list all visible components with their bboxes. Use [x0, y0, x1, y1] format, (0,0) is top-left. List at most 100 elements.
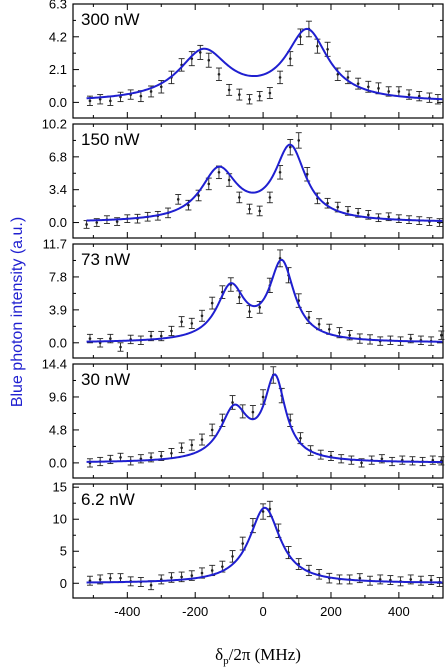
data-point [417, 335, 424, 345]
data-marker [176, 198, 180, 201]
data-point [246, 203, 253, 215]
data-marker [231, 555, 234, 558]
data-marker [190, 443, 194, 447]
data-marker [278, 76, 282, 79]
data-marker [170, 451, 173, 455]
data-marker [207, 58, 211, 62]
y-tick-label: 4.8 [49, 422, 67, 437]
panel-label: 6.2 nW [81, 490, 135, 509]
data-point [198, 433, 205, 446]
data-marker [88, 99, 92, 103]
data-point [260, 389, 267, 405]
data-marker [200, 314, 204, 318]
data-marker [316, 44, 319, 48]
data-point [346, 330, 353, 341]
y-tick-label: 6.3 [49, 0, 67, 12]
y-tick-label: 2.1 [49, 62, 67, 77]
data-point [246, 305, 253, 318]
data-point [416, 91, 423, 102]
data-marker [187, 203, 190, 207]
data-marker [268, 507, 272, 511]
data-marker [180, 446, 183, 450]
y-tick-label: 0 [60, 576, 67, 591]
data-point [277, 165, 284, 180]
y-tick-label: 10.2 [42, 117, 67, 132]
data-point [127, 334, 134, 345]
data-point [205, 52, 212, 68]
data-point [236, 191, 243, 204]
data-marker [407, 93, 411, 96]
data-marker [95, 221, 99, 224]
panel-frame [72, 363, 444, 479]
data-marker [217, 171, 221, 174]
y-tick-label: 3.9 [49, 302, 67, 317]
x-axis-label-main: δ [215, 645, 223, 664]
data-point [387, 575, 394, 586]
data-marker [360, 461, 363, 465]
x-tick-label: 400 [388, 604, 410, 619]
data-marker [297, 139, 301, 142]
data-marker [268, 91, 272, 95]
data-marker [377, 87, 380, 90]
y-tick-label: 6.8 [49, 149, 67, 164]
panel-5: 0 5 10 15 6.2 nW -400 -200 0 200 400 [53, 480, 444, 619]
data-marker [227, 88, 231, 92]
data-marker [431, 458, 435, 462]
data-marker [409, 578, 413, 581]
data-point [215, 67, 222, 81]
data-point [266, 191, 273, 204]
data-marker [231, 401, 234, 404]
panel-frame [72, 243, 444, 359]
data-marker [248, 207, 251, 211]
data-marker [109, 576, 112, 580]
data-marker [98, 97, 102, 101]
data-point [287, 51, 294, 67]
data-point [178, 442, 185, 454]
panel-3: 0.0 3.9 7.8 11.7 73 nW [43, 237, 445, 359]
panel-frame [72, 123, 444, 239]
y-tick-label: 7.8 [49, 269, 67, 284]
data-point [158, 574, 165, 585]
data-marker [346, 209, 350, 213]
data-marker [170, 329, 173, 333]
data-marker [367, 85, 370, 89]
data-marker [180, 575, 183, 579]
data-marker [261, 395, 265, 399]
data-point [377, 574, 384, 585]
y-tick-label: 11.7 [43, 237, 67, 252]
data-marker [380, 457, 384, 461]
data-marker [119, 576, 122, 580]
data-marker [98, 578, 102, 581]
data-marker [139, 94, 143, 98]
fit-curve [86, 373, 443, 464]
y-tick-label: 3.4 [49, 182, 67, 197]
data-marker [268, 196, 272, 199]
data-marker [200, 438, 204, 441]
data-marker [170, 576, 173, 579]
panel-4: 0.0 4.8 9.6 14.4 30 nW [42, 357, 445, 479]
data-point [236, 88, 243, 101]
y-tick-label: 14.4 [42, 357, 67, 372]
y-tick-label: 15 [53, 480, 67, 495]
data-marker [261, 510, 265, 513]
data-marker [115, 220, 119, 223]
data-marker [258, 306, 261, 309]
data-marker [299, 35, 302, 39]
data-point [178, 316, 185, 328]
data-point [168, 325, 175, 337]
data-point [438, 330, 445, 340]
data-marker [326, 201, 329, 205]
x-axis-label-rest: /2π (MHz) [229, 645, 301, 664]
x-axis-label: δp/2π (MHz) [215, 645, 301, 667]
x-tick-label: 200 [320, 604, 342, 619]
data-marker [356, 211, 360, 215]
data-marker [190, 574, 194, 577]
data-point [314, 38, 321, 54]
data-marker [387, 215, 390, 219]
data-marker [367, 213, 370, 217]
data-point [266, 87, 273, 99]
data-marker [198, 51, 202, 54]
data-point [295, 558, 302, 570]
data-point [209, 423, 216, 437]
data-point [97, 94, 104, 105]
